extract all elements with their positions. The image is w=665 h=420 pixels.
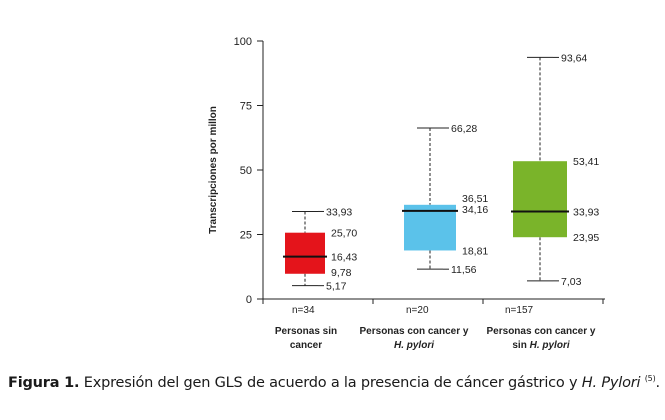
value-label-q1: 9,78: [331, 267, 352, 279]
caption-end: .: [655, 374, 661, 391]
x-axis: [262, 298, 605, 304]
caption-text: Expresión del gen GLS de acuerdo a la pr…: [79, 374, 582, 391]
value-label-min: 5,17: [326, 281, 347, 293]
boxplot-chart: Transcripciones por millon 0 25 50 75 100 33…: [208, 36, 605, 351]
y-axis: 0 25 50 75 100: [234, 36, 264, 306]
value-label-min: 7,03: [561, 276, 582, 288]
value-label-median: 34,16: [462, 204, 488, 216]
caption-reference: (5): [644, 374, 656, 383]
figure-caption: Figura 1. Expresión del gen GLS de acuer…: [8, 374, 661, 391]
iqr-box: [404, 204, 456, 251]
value-label-median: 16,43: [331, 252, 357, 264]
category-label-line2-italic: H. pylori: [394, 340, 434, 351]
category-label-line1: Personas con cancer y: [487, 326, 596, 337]
n-label: n=20: [406, 305, 429, 316]
y-tick-label: 50: [240, 165, 252, 177]
category-label-line1: Personas con cancer y: [360, 326, 469, 337]
category-label-line2-plain: cancer: [290, 340, 322, 351]
box-group: 93,64 7,03 53,41 33,93 23,95 n=157 Personas co…: [487, 52, 600, 351]
category-label-line2: cancer: [290, 340, 322, 351]
y-tick-label: 75: [240, 101, 252, 113]
n-label: n=157: [505, 305, 534, 316]
value-label-max: 93,64: [561, 52, 587, 64]
value-label-q3: 25,70: [331, 228, 357, 240]
value-label-median: 33,93: [573, 206, 599, 218]
value-label-min: 11,56: [451, 264, 477, 276]
y-tick-label: 100: [234, 36, 252, 48]
value-label-q3: 36,51: [462, 193, 488, 205]
category-label-line2-italic: H. pylori: [530, 340, 570, 351]
category-label-line2: sin H. pylori: [512, 340, 569, 351]
boxes: 33,93 5,17 25,70 16,43 9,78 n=34 Personas sin c…: [275, 52, 600, 351]
n-label: n=34: [292, 305, 315, 316]
iqr-box: [285, 232, 325, 274]
value-label-q3: 53,41: [573, 156, 599, 168]
caption-italic: H. Pylori: [581, 374, 641, 391]
value-label-max: 66,28: [451, 123, 477, 135]
value-label-q1: 18,81: [462, 245, 488, 257]
caption-figure-label: Figura 1.: [8, 374, 80, 391]
value-label-max: 33,93: [326, 206, 352, 218]
category-label-line2: H. pylori: [394, 340, 434, 351]
category-label-line2-plain: sin: [512, 340, 529, 351]
iqr-box: [513, 161, 567, 238]
category-label-line1: Personas sin: [275, 326, 337, 337]
box-group: 33,93 5,17 25,70 16,43 9,78 n=34 Personas sin c…: [275, 206, 358, 351]
y-axis-label: Transcripciones por millon: [208, 106, 219, 234]
y-tick-label: 25: [240, 230, 252, 242]
value-label-q1: 23,95: [573, 232, 599, 244]
y-tick-label: 0: [246, 294, 252, 306]
